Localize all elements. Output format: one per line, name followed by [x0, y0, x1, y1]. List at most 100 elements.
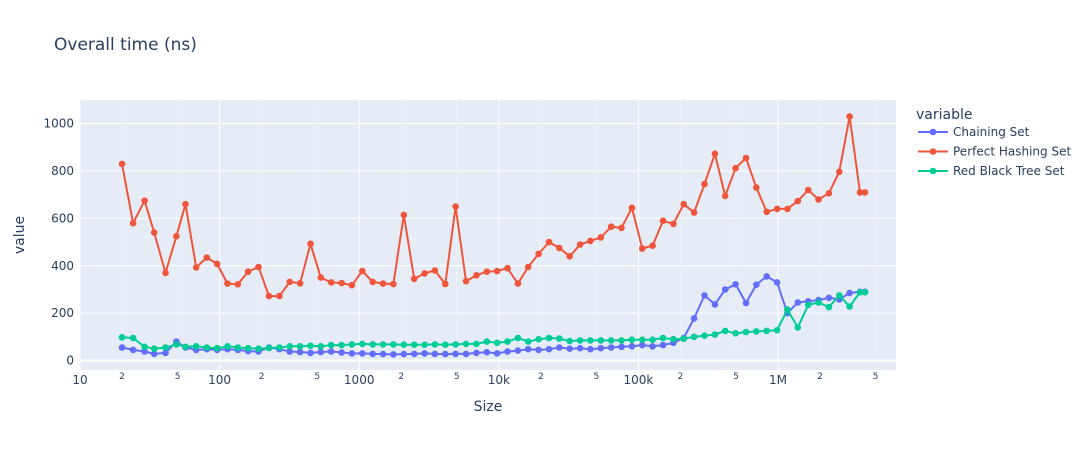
- data-point-red-black-tree-set: [265, 344, 273, 352]
- y-tick-label: 600: [51, 211, 74, 225]
- x-tick-label: 10: [72, 373, 87, 387]
- data-point-perfect-hashing-set: [649, 242, 656, 249]
- data-point-perfect-hashing-set: [825, 190, 833, 197]
- data-point-chaining-set: [442, 350, 449, 358]
- data-point-red-black-tree-set: [483, 338, 491, 345]
- data-point-chaining-set: [773, 279, 781, 286]
- data-point-red-black-tree-set: [680, 335, 687, 343]
- data-point-perfect-hashing-set: [224, 280, 231, 287]
- data-point-chaining-set: [556, 344, 563, 351]
- x-minor-tick-label: 5: [314, 372, 320, 382]
- data-point-red-black-tree-set: [670, 335, 677, 343]
- data-point-chaining-set: [545, 345, 553, 353]
- data-point-chaining-set: [846, 289, 853, 297]
- data-point-perfect-hashing-set: [493, 267, 501, 275]
- data-point-chaining-set: [379, 350, 387, 358]
- data-point-red-black-tree-set: [348, 341, 356, 348]
- data-point-perfect-hashing-set: [150, 229, 158, 236]
- legend-label: Chaining Set: [953, 125, 1030, 139]
- chart-title: Overall time (ns): [54, 35, 197, 55]
- data-point-chaining-set: [483, 348, 491, 356]
- data-point-perfect-hashing-set: [763, 208, 770, 216]
- data-point-perfect-hashing-set: [804, 186, 812, 194]
- data-point-perfect-hashing-set: [203, 254, 211, 261]
- data-point-red-black-tree-set: [369, 341, 377, 348]
- data-point-chaining-set: [369, 350, 377, 358]
- y-tick-label: 200: [51, 306, 74, 320]
- data-point-perfect-hashing-set: [390, 280, 397, 288]
- data-point-perfect-hashing-set: [421, 270, 428, 277]
- x-minor-tick-label: 2: [398, 372, 404, 382]
- legend-title: variable: [916, 107, 972, 123]
- series-layer: [118, 113, 869, 358]
- data-point-red-black-tree-set: [431, 341, 439, 348]
- data-point-perfect-hashing-set: [566, 252, 573, 260]
- data-point-red-black-tree-set: [566, 337, 573, 345]
- data-point-perfect-hashing-set: [431, 267, 439, 274]
- x-minor-tick-label: 5: [733, 372, 739, 382]
- data-point-chaining-set: [129, 346, 137, 354]
- data-point-perfect-hashing-set: [711, 150, 719, 158]
- data-point-red-black-tree-set: [825, 303, 833, 311]
- data-point-perfect-hashing-set: [234, 281, 242, 288]
- data-point-red-black-tree-set: [556, 335, 563, 342]
- data-point-red-black-tree-set: [597, 337, 605, 344]
- x-tick-label: 100k: [623, 373, 653, 387]
- data-point-red-black-tree-set: [317, 343, 325, 350]
- x-axis-title: Size: [474, 399, 503, 415]
- data-point-perfect-hashing-set: [452, 203, 459, 210]
- data-point-perfect-hashing-set: [286, 278, 294, 286]
- data-point-perfect-hashing-set: [118, 160, 126, 168]
- data-point-red-black-tree-set: [162, 344, 169, 351]
- data-point-chaining-set: [514, 347, 522, 354]
- x-axis: 10 100 1000 10k 100k 1M 2 5 2 5 2 5 2 5 2 5 2 5: [72, 372, 878, 387]
- data-point-red-black-tree-set: [618, 337, 625, 344]
- data-point-red-black-tree-set: [400, 341, 408, 349]
- data-point-chaining-set: [732, 281, 739, 288]
- data-point-chaining-set: [286, 348, 294, 355]
- data-point-chaining-set: [825, 294, 833, 302]
- data-point-red-black-tree-set: [359, 340, 366, 348]
- data-point-perfect-hashing-set: [442, 280, 449, 288]
- legend-item-chaining-set: Chaining Set: [918, 125, 1030, 139]
- data-point-perfect-hashing-set: [173, 232, 180, 240]
- data-point-perfect-hashing-set: [784, 205, 791, 213]
- data-point-perfect-hashing-set: [618, 224, 625, 232]
- data-point-chaining-set: [462, 350, 470, 358]
- x-tick-label: 1M: [769, 373, 787, 387]
- data-point-red-black-tree-set: [856, 289, 864, 296]
- data-point-red-black-tree-set: [118, 334, 126, 341]
- data-point-red-black-tree-set: [773, 326, 781, 334]
- data-point-chaining-set: [587, 345, 594, 353]
- data-point-perfect-hashing-set: [182, 200, 189, 208]
- x-minor-tick-label: 2: [817, 372, 823, 382]
- legend-swatch-marker: [929, 128, 937, 136]
- data-point-perfect-hashing-set: [473, 272, 480, 279]
- data-point-chaining-set: [618, 343, 625, 351]
- data-point-perfect-hashing-set: [535, 250, 542, 258]
- data-point-chaining-set: [607, 344, 615, 351]
- legend-label: Red Black Tree Set: [953, 164, 1065, 178]
- data-point-chaining-set: [162, 349, 169, 357]
- x-minor-tick-label: 2: [678, 372, 684, 382]
- data-point-red-black-tree-set: [327, 341, 335, 349]
- data-point-red-black-tree-set: [607, 337, 615, 344]
- data-point-chaining-set: [794, 299, 802, 306]
- data-point-red-black-tree-set: [545, 334, 553, 342]
- data-point-red-black-tree-set: [711, 331, 719, 338]
- data-point-red-black-tree-set: [473, 340, 480, 348]
- series-perfect-hashing-set: [118, 113, 869, 300]
- data-point-perfect-hashing-set: [129, 219, 137, 227]
- data-point-chaining-set: [338, 349, 345, 356]
- data-point-red-black-tree-set: [203, 344, 211, 351]
- data-point-red-black-tree-set: [690, 333, 698, 341]
- data-point-red-black-tree-set: [721, 327, 729, 335]
- data-point-red-black-tree-set: [804, 301, 812, 309]
- x-tick-label: 1000: [344, 373, 375, 387]
- data-point-perfect-hashing-set: [379, 280, 387, 287]
- data-point-perfect-hashing-set: [861, 189, 869, 196]
- data-point-red-black-tree-set: [255, 345, 262, 353]
- data-point-red-black-tree-set: [504, 338, 511, 345]
- data-point-chaining-set: [118, 344, 126, 351]
